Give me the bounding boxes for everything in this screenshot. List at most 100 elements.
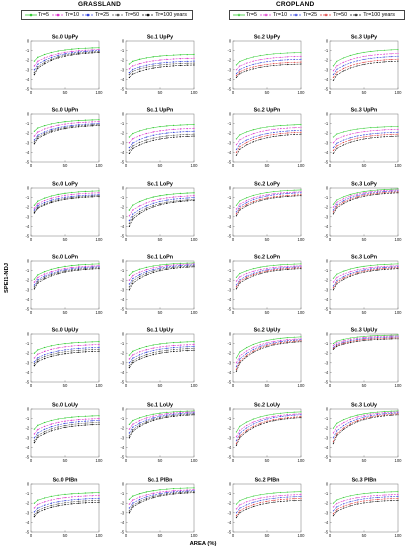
data-point (286, 56, 289, 58)
data-point (166, 265, 168, 267)
data-point (397, 411, 399, 413)
data-point (179, 60, 182, 63)
x-tick-label: 0 (232, 237, 235, 242)
series-4 (332, 336, 399, 350)
data-point (390, 263, 392, 265)
x-tick-label: 100 (191, 458, 199, 463)
data-point (166, 347, 168, 349)
data-point (336, 505, 338, 508)
x-tick-label: 50 (158, 310, 163, 315)
data-point (179, 195, 182, 198)
data-point (77, 197, 80, 199)
data-point (166, 491, 168, 494)
series-5 (235, 340, 302, 373)
data-point (266, 134, 268, 137)
legend-label: Tr=25 (303, 12, 318, 18)
x-tick-label: 0 (125, 458, 128, 463)
data-point (245, 196, 248, 199)
data-point (172, 412, 175, 414)
data-point (252, 128, 255, 131)
data-point (186, 124, 188, 126)
data-point (132, 428, 134, 431)
data-point (84, 500, 87, 502)
data-point (259, 192, 261, 195)
data-point (57, 505, 59, 507)
x-tick-label: 100 (395, 458, 403, 463)
data-point (356, 503, 358, 505)
data-point (259, 266, 261, 268)
data-point (132, 68, 134, 71)
data-point (37, 60, 39, 62)
data-point (286, 411, 289, 414)
data-point (71, 122, 73, 124)
series-1 (128, 487, 195, 501)
data-point (239, 148, 241, 150)
data-point (57, 129, 59, 131)
data-point (376, 500, 379, 503)
data-point (77, 266, 80, 268)
data-point (172, 490, 175, 492)
data-point (286, 263, 289, 266)
data-point (138, 358, 141, 360)
data-point (273, 135, 275, 138)
data-point (252, 350, 255, 352)
panel-title: Sc.0 UpPn (52, 108, 79, 114)
data-point (43, 131, 46, 133)
data-point (245, 201, 248, 204)
data-point (186, 410, 188, 412)
data-point (259, 58, 261, 61)
legend-label: Tr=25 (95, 12, 110, 18)
data-point (266, 421, 268, 423)
data-point (266, 496, 268, 498)
data-point (98, 124, 100, 127)
data-point (98, 47, 100, 49)
data-point (193, 265, 195, 267)
data-point (43, 275, 46, 277)
data-point (363, 136, 365, 138)
data-point (98, 341, 100, 343)
data-point (293, 414, 295, 416)
data-point (193, 127, 195, 130)
y-axis-label: SPEI1-NDJ (3, 263, 10, 293)
series-2 (332, 335, 399, 347)
data-point (235, 76, 238, 79)
data-point (342, 418, 345, 421)
data-point (252, 140, 255, 143)
data-point (279, 266, 282, 268)
data-point (57, 418, 59, 420)
data-point (91, 497, 93, 500)
data-point (152, 196, 154, 198)
data-point (166, 65, 168, 68)
series-5 (332, 191, 399, 215)
data-point (376, 334, 379, 337)
data-point (349, 494, 352, 497)
data-point (286, 58, 289, 61)
data-point (186, 135, 188, 138)
y-tick-label: -4 (227, 370, 231, 375)
data-point (356, 139, 358, 142)
data-point (245, 272, 248, 275)
data-point (376, 498, 379, 501)
y-tick-label: 0 (27, 332, 30, 337)
data-point (84, 347, 87, 349)
data-point (397, 55, 399, 58)
data-point (286, 341, 289, 344)
data-point (91, 263, 93, 265)
series-4 (33, 195, 100, 213)
data-point (349, 196, 352, 199)
data-point (98, 267, 100, 269)
data-point (245, 144, 248, 146)
data-point (64, 54, 66, 56)
data-point (259, 341, 261, 343)
data-point (376, 129, 379, 131)
data-point (166, 125, 168, 127)
data-point (84, 495, 87, 497)
data-point (336, 60, 338, 62)
data-point (166, 493, 168, 495)
data-point (166, 263, 168, 265)
y-tick-label: -3 (227, 287, 231, 292)
y-tick-label: -5 (25, 234, 29, 239)
series-line (236, 192, 302, 213)
